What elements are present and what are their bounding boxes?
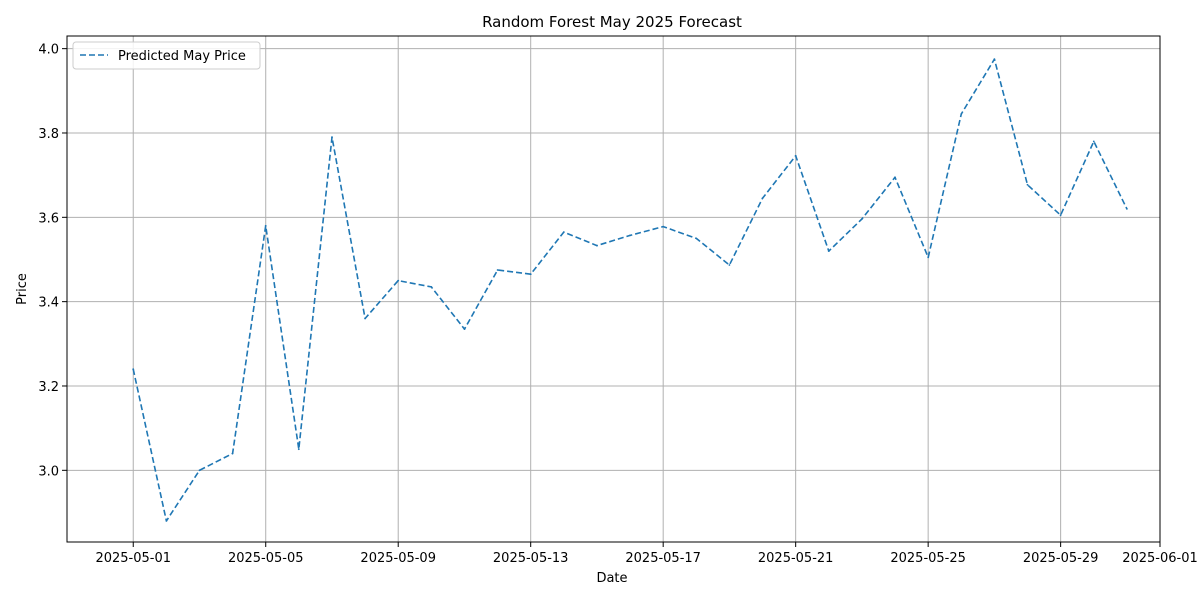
plot-frame xyxy=(66,35,1161,543)
data-point xyxy=(662,225,665,228)
data-point xyxy=(264,224,267,227)
data-point xyxy=(728,264,731,266)
y-tick-label: 3.0 xyxy=(38,464,59,479)
legend-box xyxy=(72,41,261,70)
y-tick-label: 3.2 xyxy=(38,380,59,395)
y-axis-label: Price xyxy=(15,273,30,305)
data-point xyxy=(1026,183,1029,186)
data-point xyxy=(1059,214,1062,217)
x-tick-label: 2025-05-29 xyxy=(1023,551,1099,566)
data-point xyxy=(827,250,830,253)
data-point xyxy=(894,176,896,179)
x-tick-label: 2025-05-21 xyxy=(758,551,834,566)
x-tick-label: 2025-05-05 xyxy=(228,551,304,566)
x-tick-label: 2025-06-01 xyxy=(1122,551,1198,566)
grid-lines xyxy=(67,36,1161,542)
data-point xyxy=(596,244,598,247)
data-point xyxy=(496,269,499,271)
data-point xyxy=(695,237,698,240)
data-point xyxy=(397,279,400,282)
x-tick-label: 2025-05-01 xyxy=(95,551,171,566)
y-axis: 3.0 3.2 3.4 3.6 3.8 4.0 xyxy=(38,43,67,479)
data-point xyxy=(529,273,532,276)
x-tick-label: 2025-05-25 xyxy=(890,551,966,566)
data-point xyxy=(165,520,168,522)
legend-label: Predicted May Price xyxy=(118,49,246,64)
data-point xyxy=(629,234,631,237)
y-tick-label: 3.4 xyxy=(38,296,59,311)
data-point xyxy=(231,452,234,455)
data-point xyxy=(364,317,366,320)
data-point xyxy=(993,58,996,61)
data-point xyxy=(297,448,300,451)
data-point xyxy=(960,113,963,115)
x-axis: 2025-05-01 2025-05-05 2025-05-09 2025-05-13… xyxy=(95,542,1198,566)
data-point xyxy=(1092,140,1095,143)
y-tick-label: 3.6 xyxy=(38,211,59,226)
data-point xyxy=(463,328,466,330)
x-tick-label: 2025-05-13 xyxy=(493,551,569,566)
data-point xyxy=(331,136,333,139)
data-point xyxy=(132,368,135,370)
data-point xyxy=(761,197,764,200)
series-layer xyxy=(132,58,1128,522)
data-point xyxy=(430,286,433,288)
data-point xyxy=(198,469,201,472)
data-point xyxy=(562,231,565,234)
data-point xyxy=(927,256,930,259)
y-tick-label: 3.8 xyxy=(38,127,59,142)
chart-title: Random Forest May 2025 Forecast xyxy=(482,13,742,31)
data-point xyxy=(794,154,797,157)
x-tick-label: 2025-05-17 xyxy=(625,551,701,566)
y-tick-label: 4.0 xyxy=(38,43,59,58)
data-point xyxy=(861,218,863,220)
x-tick-label: 2025-05-09 xyxy=(360,551,436,566)
legend: Predicted May Price xyxy=(72,41,261,70)
x-axis-label: Date xyxy=(596,571,627,586)
data-point xyxy=(1126,208,1128,210)
